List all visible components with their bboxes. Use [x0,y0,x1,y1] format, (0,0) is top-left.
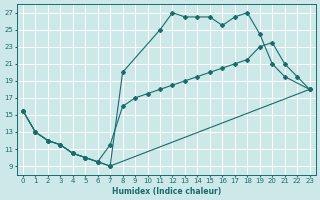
X-axis label: Humidex (Indice chaleur): Humidex (Indice chaleur) [112,187,221,196]
